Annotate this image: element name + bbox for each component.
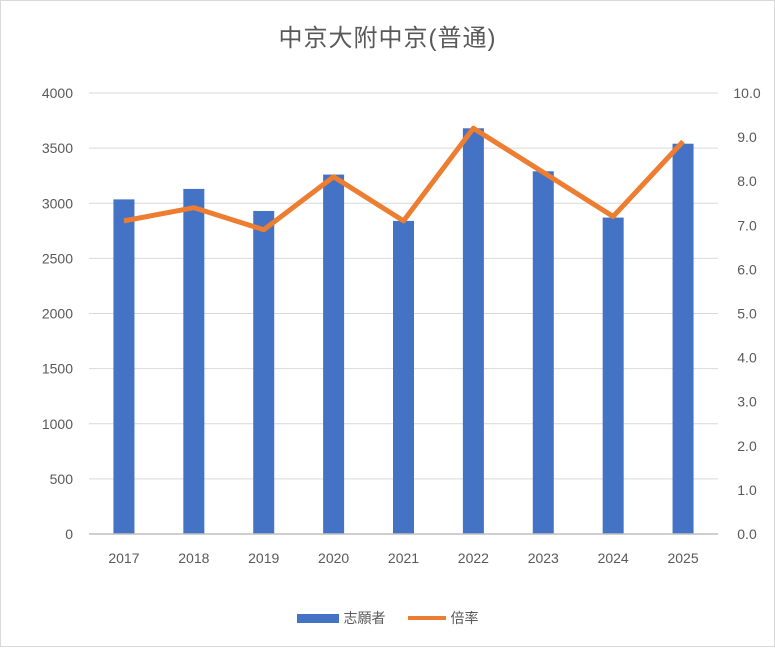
left-axis-tick-label: 4000 [42,85,73,101]
left-axis-tick-label: 2500 [42,250,73,266]
right-axis-tick-label: 3.0 [737,394,757,410]
bar-2025 [672,143,694,534]
right-axis-tick-label: 6.0 [737,261,757,277]
left-axis-tick-label: 0 [65,526,73,542]
x-axis-tick-label: 2017 [108,550,139,566]
left-axis-tick-label: 3000 [42,195,73,211]
x-axis-tick-label: 2022 [458,550,489,566]
bar-2022 [462,128,484,534]
x-axis-tick-label: 2021 [388,550,419,566]
left-axis-tick-label: 3500 [42,140,73,156]
right-axis-tick-label: 0.0 [737,526,757,542]
x-axis-tick-label: 2018 [178,550,209,566]
x-axis-tick-label: 2019 [248,550,279,566]
chart-title: 中京大附中京(普通) [278,25,497,52]
left-axis-tick-label: 1000 [42,416,73,432]
bar-2017 [113,199,135,535]
right-axis-tick-label: 4.0 [737,350,757,366]
chart-legend: 志願者 倍率 [1,604,774,632]
left-axis-tick-label: 1500 [42,361,73,377]
bar-2023 [532,171,554,534]
legend-bar-swatch-icon [296,613,339,623]
legend-label-ratio: 倍率 [450,610,479,626]
right-axis-tick-label: 8.0 [737,173,757,189]
right-axis-tick-label: 5.0 [737,306,757,322]
bar-2018 [183,188,205,535]
ratio-line [123,125,685,233]
right-axis-tick-label: 9.0 [737,129,757,145]
right-axis-tick-label: 1.0 [737,482,757,498]
bar-2021 [393,220,414,534]
legend-label-applicants: 志願者 [343,610,386,626]
bar-2020 [323,174,345,534]
legend-item-ratio: 倍率 [407,608,479,628]
x-axis-tick-label: 2025 [667,550,698,566]
legend-item-applicants: 志願者 [296,608,386,628]
bar-2019 [253,210,275,534]
left-axis-tick-label: 500 [50,471,74,487]
x-axis-tick-label: 2023 [528,550,559,566]
bar-2024 [602,217,624,534]
x-axis-tick-label: 2020 [318,550,349,566]
legend-line-swatch-icon [407,615,446,621]
right-axis-tick-label: 10.0 [733,85,760,101]
x-axis-tick-label: 2024 [598,550,629,566]
left-axis-tick-label: 2000 [42,306,73,322]
right-axis-tick-label: 7.0 [737,217,757,233]
right-axis-tick-label: 2.0 [737,438,757,454]
